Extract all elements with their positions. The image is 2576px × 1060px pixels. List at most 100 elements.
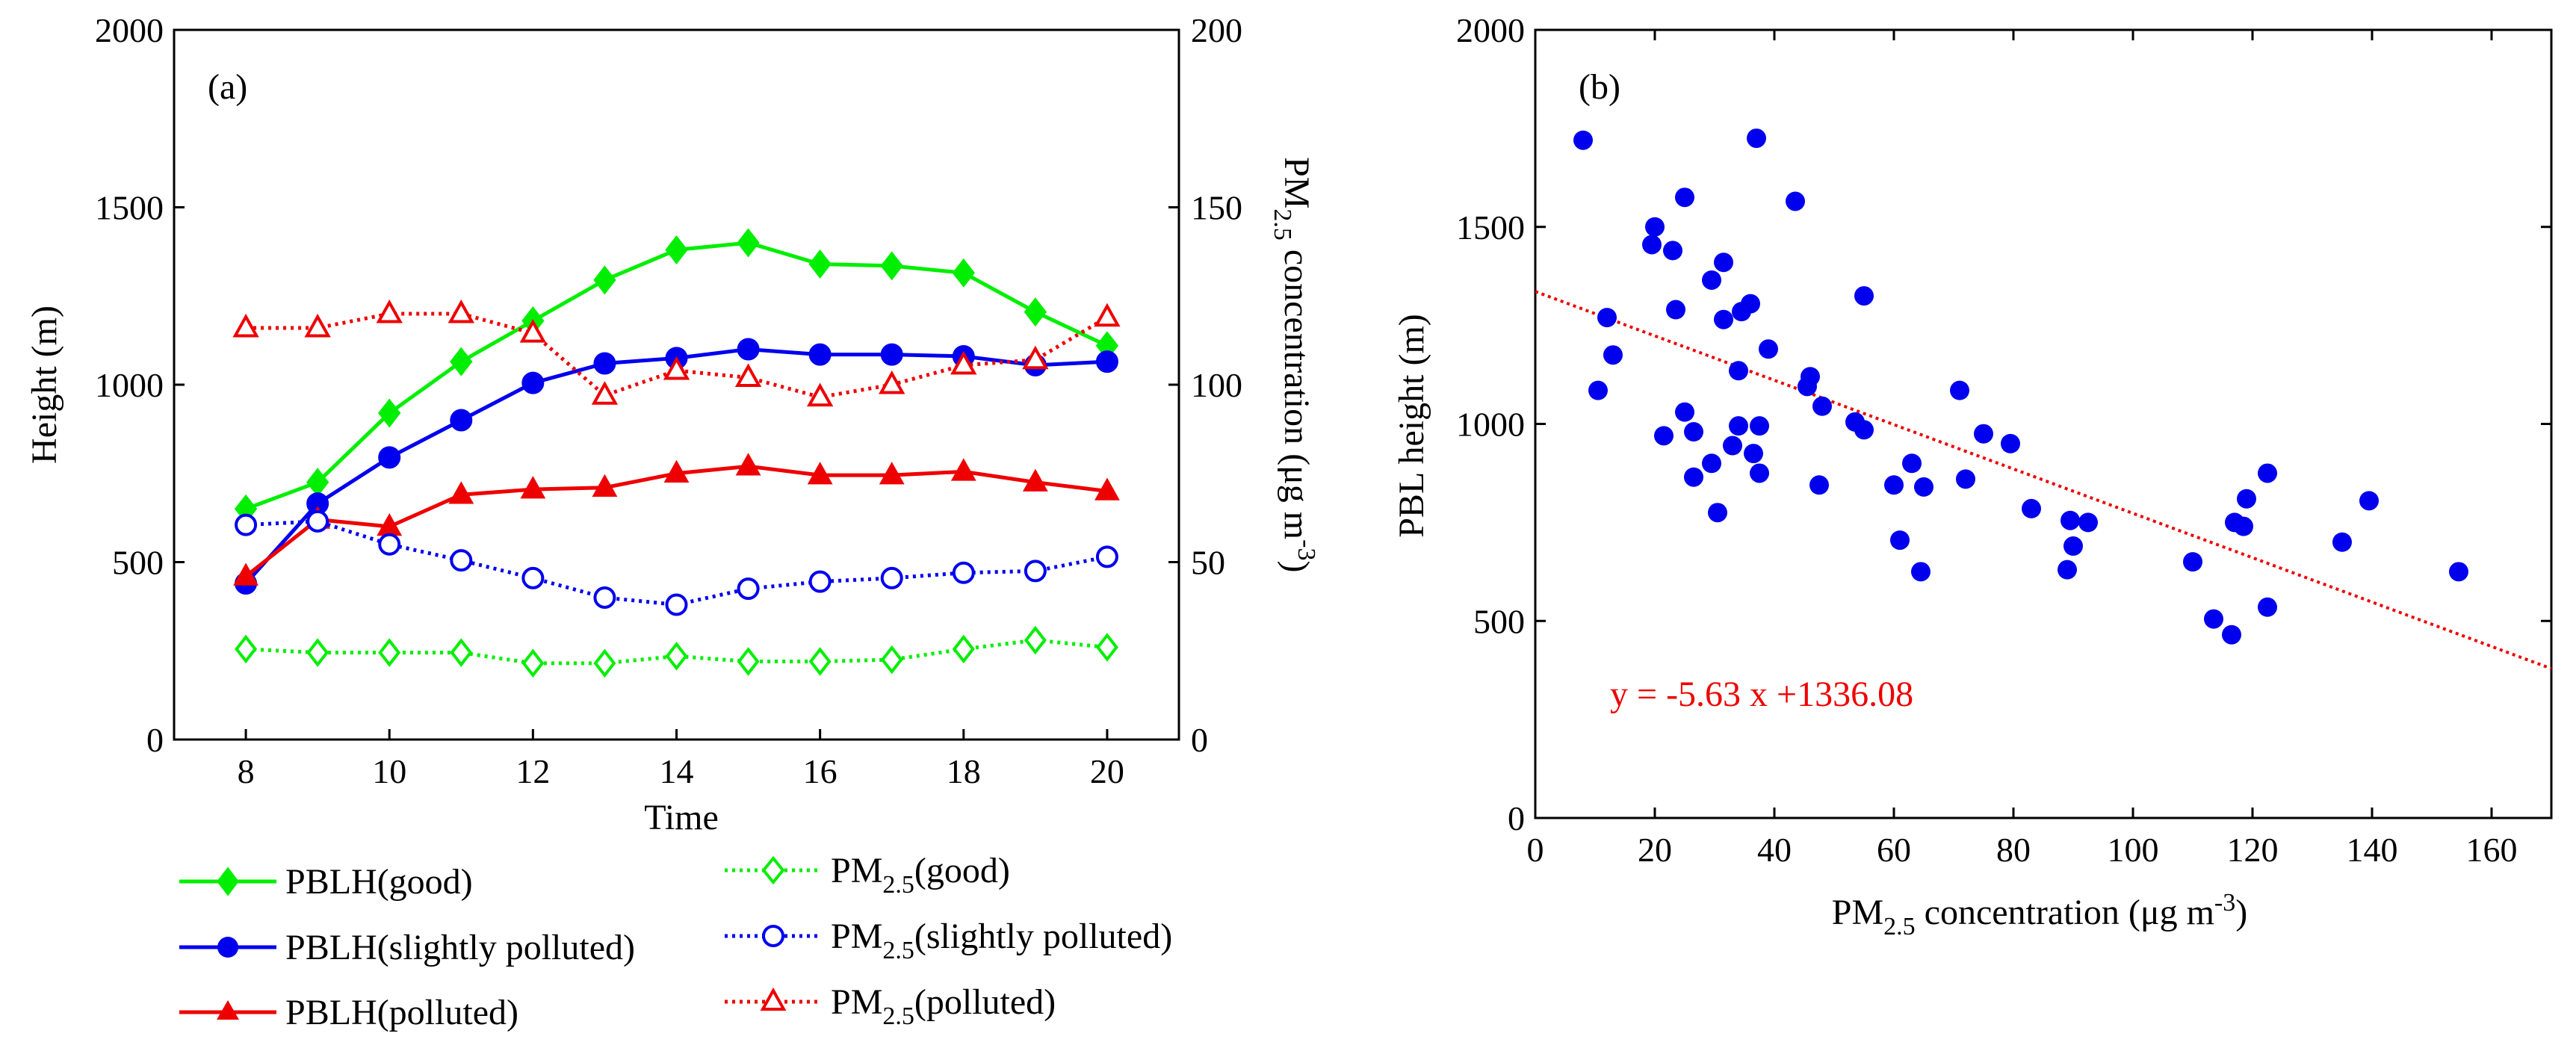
y-tick-label: 500 bbox=[112, 544, 164, 582]
pblh-good-point bbox=[952, 258, 975, 288]
scatter-point bbox=[1812, 396, 1832, 416]
scatter-point bbox=[1684, 422, 1703, 442]
scatter-point bbox=[2332, 532, 2352, 552]
pm2-5-slightly-polluted-point bbox=[737, 577, 760, 601]
x-tick-label: 60 bbox=[1877, 831, 1911, 869]
pblh-good-point bbox=[1024, 297, 1047, 327]
y-right-tick-label: 0 bbox=[1191, 721, 1208, 759]
pm2-5-good-point bbox=[306, 638, 329, 667]
scatter-point bbox=[1603, 345, 1623, 365]
panel-b-y-axis: 0 500 1000 1500 2000 bbox=[1456, 11, 2551, 837]
legend-item-pblh-polluted: PBLH(polluted) bbox=[179, 993, 518, 1032]
pblh-good-point bbox=[378, 398, 401, 428]
scatter-point bbox=[2022, 498, 2041, 518]
panel-b-equation: y = -5.63 x +1336.08 bbox=[1610, 675, 1913, 714]
pblh-good-point bbox=[665, 235, 688, 264]
regression-line bbox=[1535, 290, 2551, 670]
scatter-point bbox=[1597, 308, 1617, 328]
pm2-5-slightly-polluted-point bbox=[378, 533, 401, 556]
pblh-polluted-point bbox=[1095, 477, 1120, 500]
x-tick-label: 40 bbox=[1757, 831, 1792, 869]
scatter-point bbox=[2258, 597, 2277, 617]
scatter-point bbox=[1914, 477, 1933, 497]
pm2-5-polluted-point bbox=[376, 299, 403, 323]
pm2-5-slightly-polluted-point bbox=[880, 566, 903, 589]
panel-a-series bbox=[232, 228, 1121, 678]
pm2-5-polluted-point bbox=[879, 370, 905, 394]
y-right-tick-label: 150 bbox=[1191, 189, 1242, 227]
scatter-point bbox=[2061, 510, 2080, 530]
scatter-point bbox=[1759, 339, 1778, 359]
pm2-5-good-point bbox=[808, 647, 832, 676]
scatter-point bbox=[1884, 475, 1904, 495]
scatter-point bbox=[1684, 467, 1703, 487]
scatter-point bbox=[2063, 536, 2083, 557]
panel-a: 0 500 1000 1500 2000 0 50 100 150 200 8 10 12 14 16 1… bbox=[25, 11, 1320, 837]
pblh-good-point bbox=[737, 228, 760, 258]
y-right-tick-label: 50 bbox=[1191, 544, 1225, 582]
x-tick-label: 140 bbox=[2347, 831, 2398, 869]
x-tick-label: 20 bbox=[1090, 752, 1124, 790]
legend-marker-diamond-open bbox=[761, 855, 785, 885]
pblh-polluted-point bbox=[735, 453, 761, 476]
pblh-slightly-polluted-point bbox=[450, 409, 473, 432]
x-tick-label: 16 bbox=[803, 752, 837, 790]
scatter-point bbox=[1729, 361, 1748, 381]
legend-marker-circle-filled bbox=[217, 937, 238, 958]
pm2-5-good-point bbox=[378, 638, 401, 667]
pm2-5-good-point bbox=[521, 648, 545, 678]
pm2-5-good-point bbox=[952, 634, 975, 664]
pm2-5-polluted-point bbox=[1094, 303, 1121, 327]
x-tick-label: 160 bbox=[2466, 831, 2518, 869]
scatter-point bbox=[1786, 191, 1805, 211]
pblh-polluted-point bbox=[1022, 468, 1048, 492]
scatter-point bbox=[1890, 530, 1910, 551]
pm2-5-good-point bbox=[593, 648, 616, 678]
pm2-5-polluted-point bbox=[448, 299, 474, 323]
scatter-point bbox=[1750, 463, 1769, 483]
scatter-point bbox=[1675, 402, 1694, 422]
scatter-point bbox=[1654, 426, 1674, 446]
panel-b-plot-area bbox=[1534, 28, 2553, 819]
scatter-point bbox=[1702, 270, 1721, 290]
scatter-point bbox=[1588, 380, 1608, 400]
legend-marker-diamond-filled bbox=[217, 867, 239, 896]
y-tick-label: 0 bbox=[1508, 799, 1525, 837]
pblh-slightly-polluted-point bbox=[737, 338, 760, 361]
pm2-5-slightly-polluted-point bbox=[808, 570, 832, 593]
panel-a-right-ylabel: PM2.5 concentration (μg m-3) bbox=[1269, 157, 1320, 572]
panel-b-points bbox=[1573, 128, 2468, 645]
pm2-5-slightly-polluted-point bbox=[306, 509, 329, 533]
x-tick-label: 80 bbox=[1996, 831, 2031, 869]
scatter-point bbox=[1714, 309, 1733, 329]
y-tick-label: 1500 bbox=[95, 189, 164, 227]
x-tick-label: 100 bbox=[2108, 831, 2159, 869]
scatter-point bbox=[1666, 300, 1685, 320]
legend-marker-triangle-filled bbox=[217, 1000, 239, 1020]
scatter-point bbox=[1645, 217, 1665, 237]
y-tick-label: 2000 bbox=[95, 11, 164, 49]
scatter-point bbox=[2078, 512, 2098, 533]
pblh-good-point bbox=[808, 249, 832, 279]
pm2-5-good-point bbox=[665, 642, 688, 671]
pm2-5-good-point bbox=[880, 645, 903, 675]
pm2-5-good-point bbox=[737, 647, 760, 676]
scatter-point bbox=[2222, 624, 2241, 645]
panel-b: 0 500 1000 1500 2000 0 20 40 60 80 100 120 140 160 (… bbox=[1392, 11, 2553, 940]
pm2-5-polluted-point bbox=[950, 350, 977, 375]
pblh-polluted-point bbox=[807, 462, 833, 485]
legend: PBLH(good) PBLH(slightly polluted) PBLH(… bbox=[179, 851, 1172, 1032]
scatter-point bbox=[1956, 469, 1975, 489]
y-right-tick-label: 200 bbox=[1191, 11, 1242, 49]
pm2-5-good-point bbox=[235, 634, 258, 664]
scatter-point bbox=[1741, 294, 1760, 314]
svg-text:PM2.5(slightly polluted): PM2.5(slightly polluted) bbox=[831, 917, 1172, 964]
panel-a-xlabel: Time bbox=[644, 798, 719, 837]
pm2-5-polluted-point bbox=[806, 382, 834, 407]
scatter-point bbox=[2359, 491, 2379, 511]
panel-b-fit bbox=[1535, 290, 2551, 670]
svg-text:PBLH(polluted): PBLH(polluted) bbox=[285, 993, 518, 1032]
pm2-5-polluted-point bbox=[734, 363, 762, 387]
scatter-point bbox=[1854, 286, 1874, 306]
